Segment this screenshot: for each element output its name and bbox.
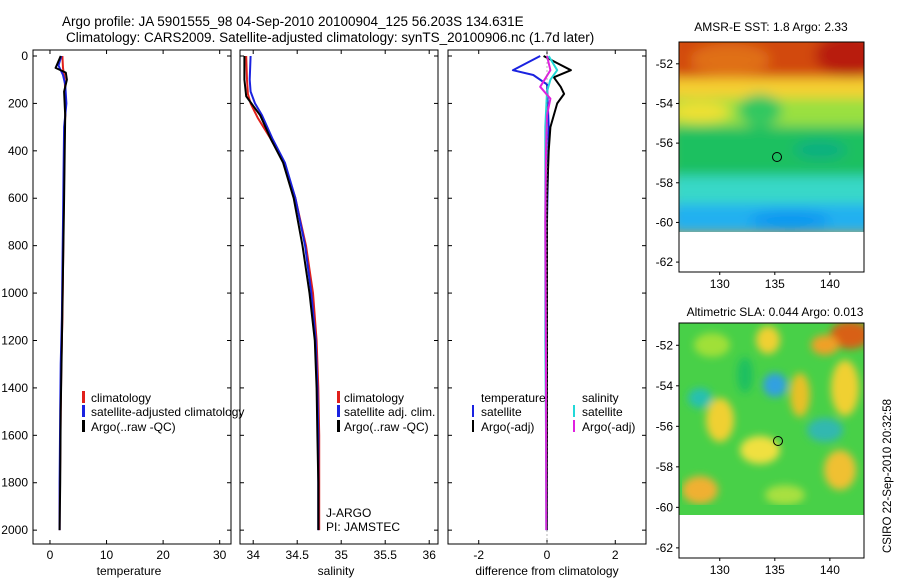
- map-y-tick-label: -52: [656, 57, 674, 71]
- axes-layer: 0 10 20 30020040060080010001200140016001800…: [1, 49, 646, 562]
- legend-swatch-sal-argo: [573, 420, 575, 432]
- y-tick-label: 0: [21, 49, 28, 63]
- x-tick-label: 35: [335, 548, 349, 562]
- map-y-tick-label: -56: [656, 419, 674, 433]
- salinity-legend: climatology satellite adj. clim. Argo(..…: [326, 391, 435, 534]
- legend-title-salinity: salinity: [582, 391, 619, 405]
- sla-map-frame: [678, 322, 865, 559]
- difference-legend: temperature satellite Argo(-adj) salinit…: [472, 391, 635, 434]
- sla-profile-marker: [773, 436, 783, 446]
- x-tick-label: 35.5: [374, 548, 398, 562]
- legend-label-satellite: satellite adj. clim.: [344, 405, 435, 419]
- series-line-climatology: [245, 55, 321, 531]
- legend-label-argo: Argo(..raw -QC): [344, 420, 429, 434]
- y-tick-label: 1000: [1, 286, 28, 300]
- y-tick-label: 800: [8, 239, 28, 253]
- temperature-plot-frame: [32, 49, 232, 545]
- legend-swatch-satellite: [82, 405, 85, 417]
- x-tick-label: 10: [100, 548, 114, 562]
- legend-swatch-temp-argo: [472, 420, 474, 432]
- legend-swatch-climatology: [337, 391, 340, 403]
- map-x-tick-label: 130: [710, 563, 730, 577]
- map-x-tick-label: 135: [765, 277, 785, 291]
- legend-label-sal-argo: Argo(-adj): [582, 420, 635, 434]
- map-y-tick-label: -60: [656, 500, 674, 514]
- y-tick-label: 2000: [1, 523, 28, 537]
- map-y-tick-label: -58: [656, 460, 674, 474]
- y-tick-label: 600: [8, 191, 28, 205]
- sst-profile-marker: [772, 152, 782, 162]
- y-tick-label: 1800: [1, 476, 28, 490]
- y-tick-label: 1400: [1, 381, 28, 395]
- temperature-legend: climatology satellite-adjusted climatolo…: [82, 391, 244, 434]
- sst-heatmap: [679, 42, 864, 232]
- map-y-tick-label: -58: [656, 176, 674, 190]
- salinity-plot-frame: [239, 49, 439, 545]
- series-line-temperature-satellite: [511, 55, 550, 531]
- x-tick-label: 34: [247, 548, 261, 562]
- difference-lines: [511, 50, 572, 544]
- sla-map-axes: -52 -54 -56 -58 -60 -62 130 135 140: [656, 338, 841, 577]
- temperature-lines: [54, 55, 68, 531]
- salinity-annotation-program: J-ARGO: [326, 506, 371, 520]
- series-line-temperature-argo-adj: [543, 55, 572, 531]
- x-tick-label: 20: [156, 548, 170, 562]
- legend-label-sal-satellite: satellite: [582, 405, 623, 419]
- map-y-tick-label: -62: [656, 541, 674, 555]
- series-line-argo-raw-qc: [243, 56, 320, 531]
- x-tick-label: -2: [473, 548, 484, 562]
- map-y-tick-label: -56: [656, 136, 674, 150]
- legend-swatch-satellite: [337, 405, 340, 417]
- legend-label-temp-argo: Argo(-adj): [481, 420, 534, 434]
- map-y-tick-label: -54: [656, 379, 674, 393]
- map-y-tick-label: -62: [656, 255, 674, 269]
- difference-xlabel: difference from climatology: [475, 564, 618, 578]
- legend-label-climatology: climatology: [91, 391, 151, 405]
- map-x-tick-label: 130: [710, 277, 730, 291]
- map-x-tick-label: 140: [820, 277, 840, 291]
- legend-swatch-temp-satellite: [472, 405, 474, 417]
- legend-swatch-climatology: [82, 391, 85, 403]
- salinity-annotation-pi: PI: JAMSTEC: [326, 520, 400, 534]
- sst-map-axes: -52 -54 -56 -58 -60 -62 130 135 140: [656, 57, 841, 291]
- series-line-satellite-adj-clim: [248, 55, 320, 531]
- sst-map-title: AMSR-E SST: 1.8 Argo: 2.33: [694, 20, 848, 34]
- series-line-argo-raw-qc: [54, 55, 68, 531]
- salinity-xlabel: salinity: [318, 564, 355, 578]
- x-tick-label: 2: [612, 548, 619, 562]
- y-tick-label: 1600: [1, 428, 28, 442]
- y-tick-label: 400: [8, 144, 28, 158]
- sla-heatmap: [679, 323, 864, 515]
- legend-title-temperature: temperature: [481, 391, 546, 405]
- x-tick-label: 30: [213, 548, 227, 562]
- legend-label-temp-satellite: satellite: [481, 405, 522, 419]
- y-tick-label: 1200: [1, 333, 28, 347]
- map-y-tick-label: -60: [656, 215, 674, 229]
- map-y-tick-label: -54: [656, 96, 674, 110]
- sst-map-frame: [678, 41, 865, 273]
- x-tick-label: 0: [544, 548, 551, 562]
- x-tick-label: 0: [47, 548, 54, 562]
- x-tick-label: 36: [423, 548, 437, 562]
- y-tick-label: 200: [8, 96, 28, 110]
- legend-swatch-sal-satellite: [573, 405, 575, 417]
- map-x-tick-label: 135: [765, 563, 785, 577]
- legend-label-argo: Argo(..raw -QC): [91, 420, 176, 434]
- legend-label-satellite: satellite-adjusted climatology: [91, 405, 244, 419]
- temperature-xlabel: temperature: [97, 564, 162, 578]
- legend-label-climatology: climatology: [344, 391, 404, 405]
- map-y-tick-label: -52: [656, 338, 674, 352]
- x-tick-label: 34.5: [286, 548, 310, 562]
- legend-swatch-argo: [82, 420, 85, 432]
- timestamp-stamp: CSIRO 22-Sep-2010 20:32:58: [882, 399, 894, 553]
- sla-map-title: Altimetric SLA: 0.044 Argo: 0.013: [687, 305, 864, 319]
- salinity-lines: [243, 55, 321, 531]
- map-x-tick-label: 140: [820, 563, 840, 577]
- figure-title-line1: Argo profile: JA 5901555_98 04-Sep-2010 …: [62, 14, 524, 29]
- legend-swatch-argo: [337, 420, 340, 432]
- figure-title-line2: Climatology: CARS2009. Satellite-adjuste…: [66, 30, 594, 45]
